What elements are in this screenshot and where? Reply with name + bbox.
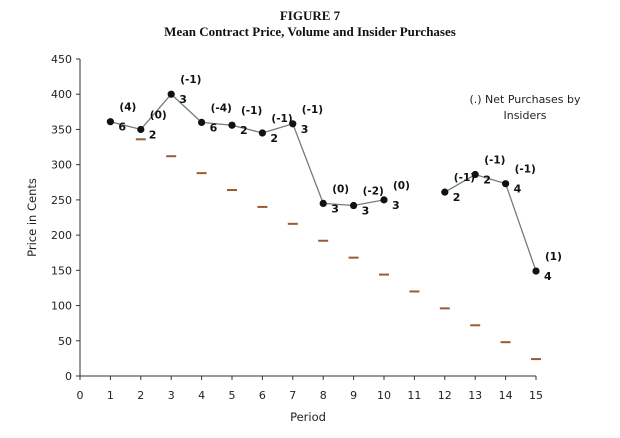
- x-tick-label: 4: [198, 389, 205, 402]
- volume-label: 6: [118, 121, 126, 134]
- price-point: [198, 118, 206, 126]
- chart-legend: (.) Net Purchases by Insiders: [469, 93, 581, 122]
- price-line-series-2: [444, 173, 537, 272]
- volume-label: 6: [210, 121, 218, 134]
- x-tick-label: 10: [377, 389, 391, 402]
- y-tick-label: 400: [51, 88, 72, 101]
- volume-label: 4: [514, 183, 522, 196]
- volume-label: 3: [392, 199, 400, 212]
- price-point: [350, 201, 358, 210]
- x-tick-label: 8: [320, 389, 327, 402]
- chart-title: Mean Contract Price, Volume and Insider …: [164, 24, 456, 39]
- insider-purchase-label: (-4): [211, 102, 232, 114]
- volume-label: 3: [362, 205, 370, 218]
- x-tick-label: 15: [529, 389, 543, 402]
- x-axis-label: Period: [290, 410, 326, 424]
- volume-label: 3: [301, 123, 309, 136]
- volume-label: 2: [270, 132, 278, 145]
- volume-label: 2: [240, 124, 248, 137]
- price-point: [380, 196, 388, 204]
- y-tick-label: 250: [51, 194, 72, 207]
- insider-purchase-label: (0): [150, 109, 167, 121]
- price-line-series-1: [110, 93, 385, 207]
- price-point: [319, 199, 327, 208]
- x-tick-label: 6: [259, 389, 266, 402]
- figure-number: FIGURE 7: [279, 8, 341, 23]
- volume-label: 3: [179, 93, 187, 106]
- price-point: [289, 120, 297, 128]
- insider-purchase-label: (-1): [271, 113, 292, 125]
- volume-label: 2: [483, 174, 491, 187]
- price-point: [106, 118, 114, 126]
- price-point: [441, 188, 449, 196]
- x-tick-label: 3: [168, 389, 175, 402]
- y-tick-label: 150: [51, 264, 72, 277]
- insider-purchase-label: (-1): [241, 105, 262, 117]
- volume-label: 3: [331, 202, 339, 215]
- legend-text-line1: (.) Net Purchases by: [469, 93, 581, 106]
- price-point: [471, 170, 479, 179]
- insider-purchase-label: (1): [545, 251, 562, 263]
- price-point: [137, 125, 145, 134]
- insider-purchase-label: (-1): [302, 104, 323, 116]
- volume-label: 4: [544, 270, 552, 283]
- y-tick-label: 50: [58, 335, 72, 348]
- x-tick-label: 7: [289, 389, 296, 402]
- volume-label: 2: [453, 191, 461, 204]
- y-tick-label: 200: [51, 229, 72, 242]
- y-tick-label: 450: [51, 53, 72, 66]
- x-tick-label: 11: [407, 389, 421, 402]
- y-tick-label: 300: [51, 159, 72, 172]
- y-axis-label: Price in Cents: [25, 178, 39, 257]
- x-tick-label: 0: [77, 389, 84, 402]
- price-point: [532, 267, 540, 275]
- legend-text-line2: Insiders: [503, 109, 546, 122]
- x-tick-label: 1: [107, 389, 114, 402]
- insider-purchase-label: (0): [332, 183, 349, 195]
- insider-purchase-label: (-1): [454, 172, 475, 184]
- insider-purchase-label: (-2): [363, 186, 384, 198]
- insider-purchase-label: (0): [393, 180, 410, 192]
- price-point: [502, 180, 510, 188]
- x-tick-label: 13: [468, 389, 482, 402]
- price-point: [228, 121, 236, 129]
- insider-purchase-label: (-1): [180, 74, 201, 86]
- y-tick-label: 350: [51, 123, 72, 136]
- insider-purchase-label: (4): [119, 102, 136, 114]
- x-tick-label: 14: [499, 389, 513, 402]
- x-tick-label: 5: [229, 389, 236, 402]
- insider-purchase-label: (-1): [484, 155, 505, 167]
- x-tick-label: 12: [438, 389, 452, 402]
- x-tick-label: 2: [137, 389, 144, 402]
- price-point: [167, 90, 175, 98]
- price-point: [258, 129, 266, 137]
- chart-marks: 6 (4) 2 (0) 3 (-1) 6 (-4) 2 (-1) 2 (-1) 3 (-1) 3 (0) 3 (-…: [106, 74, 562, 361]
- y-tick-label: 100: [51, 300, 72, 313]
- insider-purchase-label: (-1): [515, 164, 536, 176]
- volume-label: 2: [149, 128, 157, 141]
- y-tick-label: 0: [65, 370, 72, 383]
- x-tick-label: 9: [350, 389, 357, 402]
